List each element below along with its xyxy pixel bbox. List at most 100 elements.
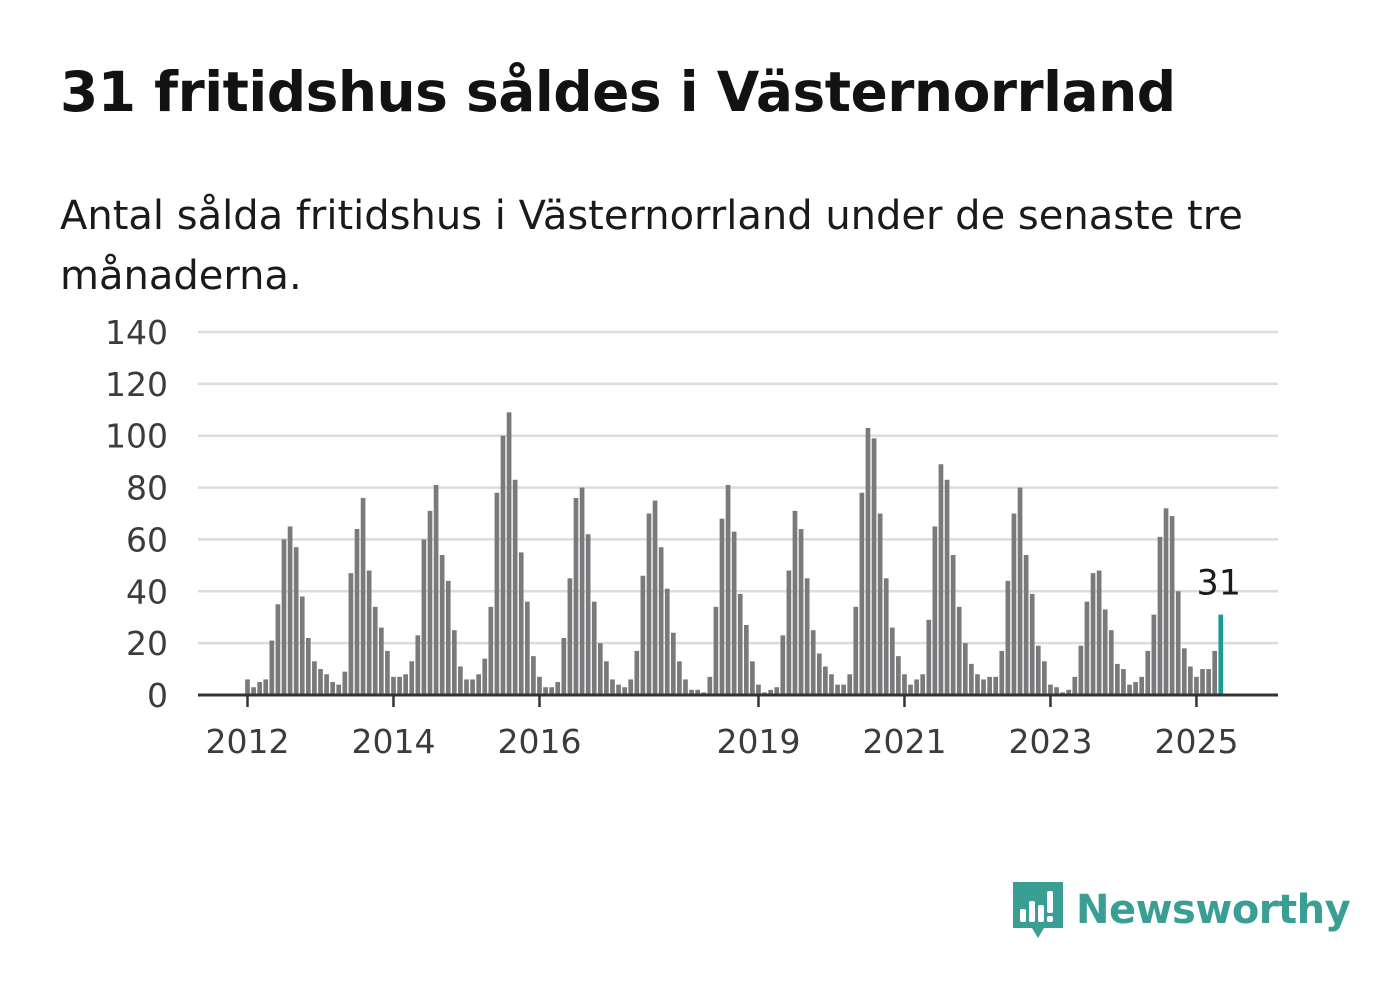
bar xyxy=(372,606,378,695)
bar xyxy=(476,674,481,695)
bar xyxy=(1175,591,1181,695)
bar xyxy=(677,661,682,695)
bar xyxy=(944,479,950,695)
bar xyxy=(847,674,853,695)
bar xyxy=(524,601,530,695)
bar xyxy=(245,679,250,695)
bar xyxy=(823,666,828,695)
bar xyxy=(391,676,396,695)
bar xyxy=(1139,676,1145,695)
bar xyxy=(1042,661,1047,695)
bar xyxy=(567,578,573,695)
bar xyxy=(816,653,822,695)
chart-subtitle: Antal sålda fritidshus i Västernorrland … xyxy=(60,193,1243,299)
bar xyxy=(293,547,299,695)
bar-chart: 0 20 40 60 80 100 120 140 2012 2014 2016 2019 2021 20… xyxy=(105,313,1278,761)
bar xyxy=(1127,684,1132,695)
y-tick-label: 60 xyxy=(126,520,168,559)
bar xyxy=(950,554,956,695)
bar xyxy=(269,640,275,695)
bar xyxy=(1017,487,1023,695)
bar xyxy=(810,630,816,695)
bar xyxy=(531,656,536,695)
bar xyxy=(1072,676,1078,695)
bar xyxy=(281,539,287,695)
bar xyxy=(312,661,317,695)
bar xyxy=(573,497,579,695)
bar xyxy=(969,663,974,695)
bar xyxy=(877,513,883,695)
bar xyxy=(336,684,342,695)
bar xyxy=(275,604,281,695)
bar xyxy=(324,674,329,695)
bar xyxy=(427,510,433,695)
bar xyxy=(622,687,627,695)
bar xyxy=(579,487,585,695)
brand-name: Newsworthy xyxy=(1076,887,1351,933)
bar xyxy=(500,435,506,695)
y-tick-label: 140 xyxy=(105,313,168,352)
bar xyxy=(737,593,743,695)
bar xyxy=(591,601,597,695)
bar xyxy=(658,547,664,695)
bar xyxy=(1181,648,1187,695)
bar xyxy=(683,679,688,695)
bar xyxy=(421,539,427,695)
bar xyxy=(725,484,731,695)
x-tick-label: 2021 xyxy=(862,722,946,761)
y-tick-label: 0 xyxy=(147,676,168,715)
bar xyxy=(482,658,488,695)
bar xyxy=(914,679,919,695)
bar xyxy=(981,679,986,695)
bar xyxy=(908,684,913,695)
bar xyxy=(543,687,548,695)
bar xyxy=(1078,645,1084,695)
bar xyxy=(506,412,512,695)
bar xyxy=(670,632,676,695)
bar xyxy=(397,676,402,695)
y-tick-label: 120 xyxy=(105,365,168,404)
bar xyxy=(445,580,451,695)
bar xyxy=(1011,513,1017,695)
bar xyxy=(1212,650,1218,695)
bar xyxy=(470,679,475,695)
bar xyxy=(841,684,846,695)
bar xyxy=(354,529,360,695)
bar xyxy=(1054,687,1059,695)
bar xyxy=(792,510,798,695)
bar xyxy=(962,643,968,695)
bar xyxy=(1188,666,1193,695)
bar xyxy=(488,606,494,695)
bar xyxy=(1084,601,1090,695)
y-tick-label: 100 xyxy=(105,417,168,456)
bar xyxy=(305,637,311,695)
bar xyxy=(1151,614,1157,695)
bar xyxy=(518,552,524,695)
bar xyxy=(1102,609,1108,695)
y-tick-label: 80 xyxy=(126,469,168,508)
bar xyxy=(299,596,305,695)
bar xyxy=(975,674,980,695)
bar xyxy=(859,492,865,695)
bar xyxy=(768,689,773,695)
bar xyxy=(348,573,354,695)
newsworthy-logo: Newsworthy xyxy=(1010,878,1351,942)
bar xyxy=(403,674,409,695)
bar xyxy=(378,627,384,695)
bar xyxy=(512,479,518,695)
bar xyxy=(585,534,591,695)
bar xyxy=(257,682,263,695)
bar xyxy=(433,484,439,695)
bar xyxy=(780,635,786,695)
bar xyxy=(409,661,415,695)
bar xyxy=(360,497,366,695)
bar xyxy=(494,492,500,695)
bar xyxy=(458,666,463,695)
bar xyxy=(756,684,761,695)
bar xyxy=(1169,516,1175,695)
bar xyxy=(707,676,713,695)
bar xyxy=(464,679,469,695)
bar xyxy=(1023,554,1029,695)
bar xyxy=(549,687,554,695)
bar xyxy=(1029,593,1035,695)
